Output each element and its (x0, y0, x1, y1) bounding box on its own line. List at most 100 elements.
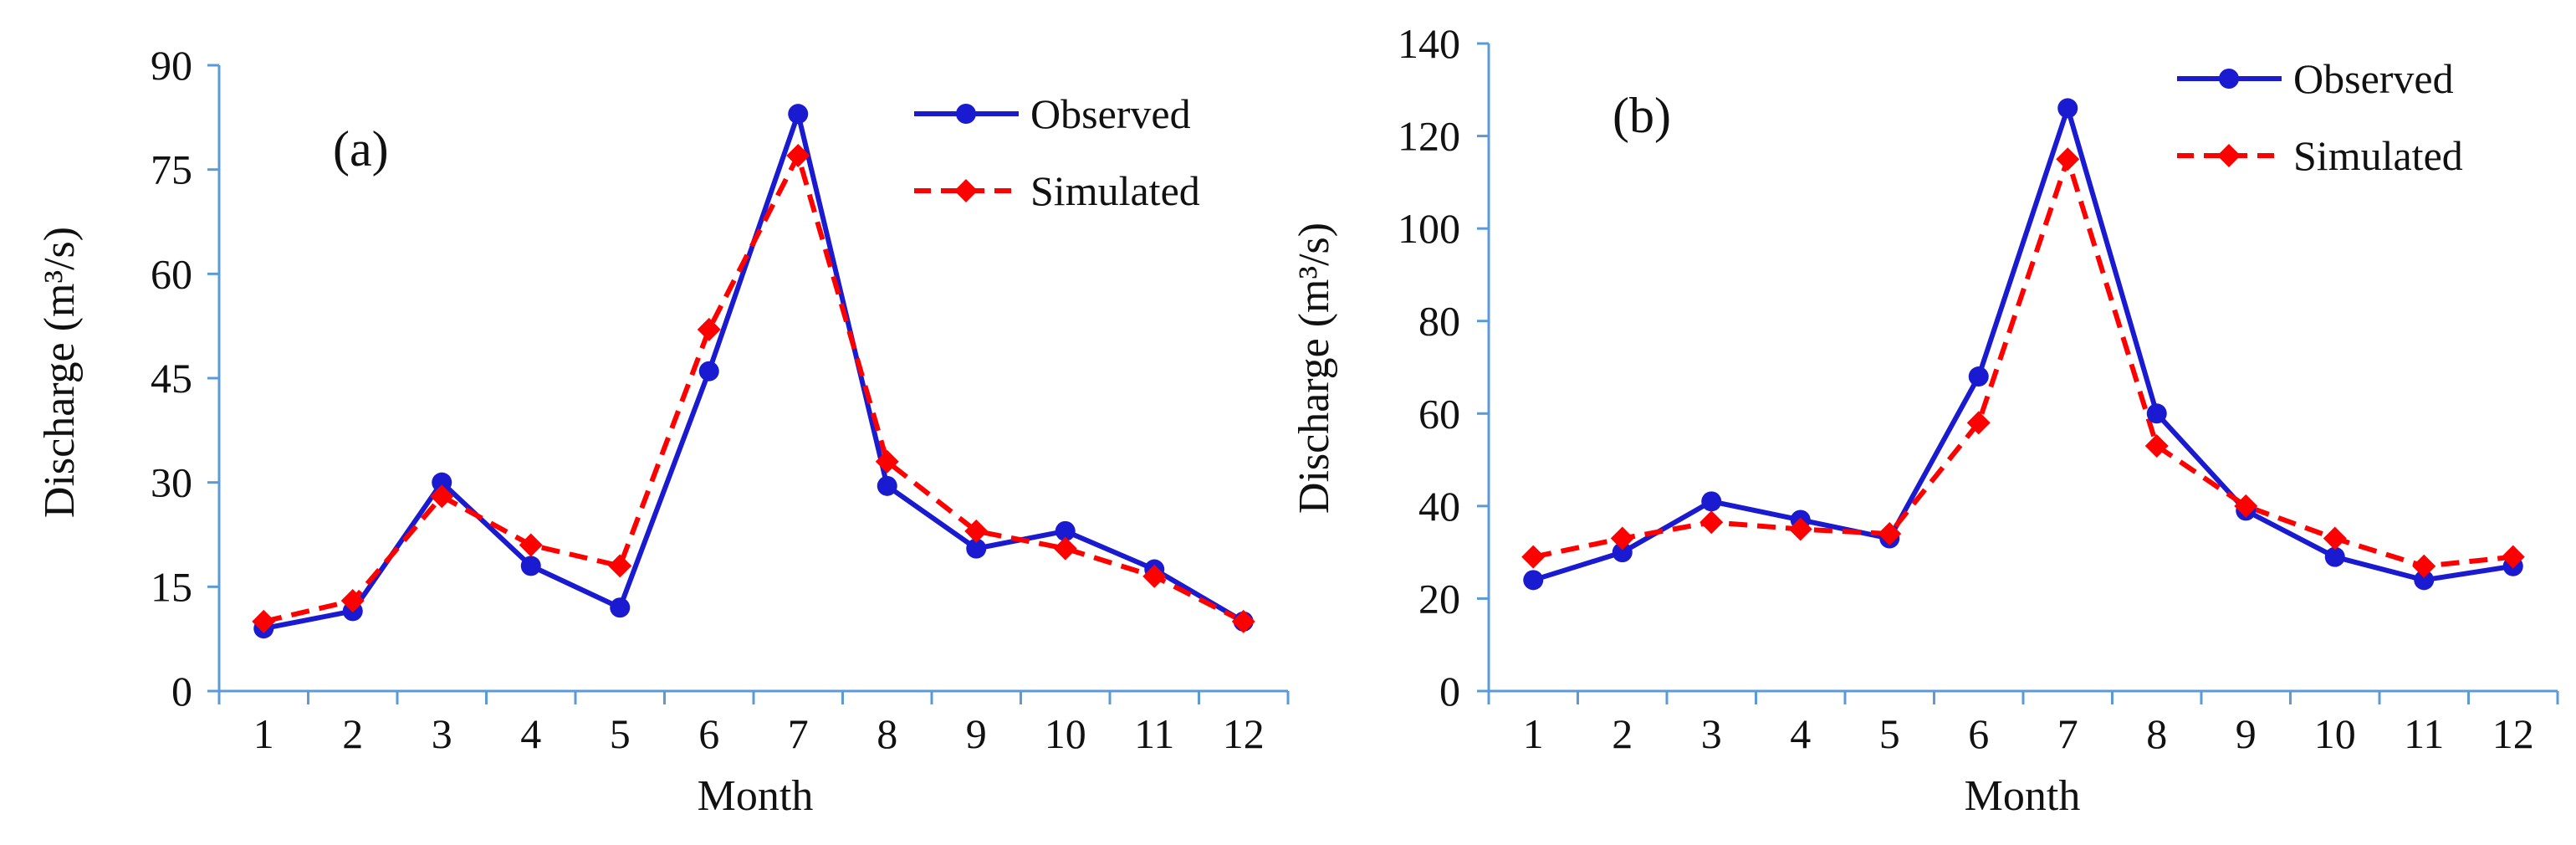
chart-b-x-tick-label: 11 (2404, 710, 2444, 757)
chart-b-series-layer (1521, 98, 2525, 591)
chart-a-y-tick-label: 15 (151, 563, 192, 610)
chart-b-simulated-point (2056, 147, 2080, 172)
chart-a-legend: Observed Simulated (914, 90, 1200, 214)
chart-a-series-simulated-line (263, 153, 1245, 624)
chart-a-x-tick-label: 8 (877, 710, 897, 757)
chart-b-x-tick-label: 8 (2146, 710, 2167, 757)
chart-a-simulated-point (519, 533, 543, 557)
chart-a-x-tick-label: 12 (1223, 710, 1265, 757)
chart-b-observed-point (2324, 546, 2345, 567)
chart-b-simulated-point (2323, 526, 2347, 551)
chart-a-simulated-point (608, 554, 632, 578)
chart-a-simulated-point (964, 519, 989, 543)
chart-b-x-tick-label: 1 (1523, 710, 1544, 757)
chart-b-legend-simulated: Simulated (2177, 132, 2463, 179)
chart-a-simulated-point (786, 144, 810, 168)
chart-b-x-axis-title: Month (1965, 772, 2081, 820)
chart-b-y-tick-label: 80 (1418, 298, 1460, 345)
chart-a-panel-label: (a) (333, 121, 389, 177)
chart-b-observed-point (2057, 98, 2078, 119)
chart-a-y-tick-label: 0 (171, 668, 192, 714)
chart-b-observed-point (1701, 491, 1722, 512)
chart-a-x-axis-title: Month (698, 772, 814, 820)
chart-a-observed-point (520, 556, 541, 576)
chart-a-y-tick-label: 30 (151, 459, 192, 506)
chart-b-x-tick-label: 3 (1701, 710, 1722, 757)
chart-b-y-tick-label: 100 (1398, 205, 1460, 252)
chart-a-x-tick-label: 7 (788, 710, 809, 757)
chart-a-simulated-point (697, 317, 721, 341)
chart-a-x-tick-label: 3 (432, 710, 452, 757)
chart-b-y-tick-label: 40 (1418, 483, 1460, 530)
chart-b-legend-simulated-label: Simulated (2293, 132, 2463, 179)
chart-b-x-tick-label: 10 (2314, 710, 2356, 757)
chart-a-y-tick-label: 60 (151, 250, 192, 297)
chart-b-x-tick-label: 5 (1879, 710, 1900, 757)
chart-a-x-tick-label: 6 (698, 710, 719, 757)
chart-b-x-tick-label: 7 (2057, 710, 2078, 757)
chart-a-y-axis-title: Discharge (m³/s) (36, 227, 84, 518)
chart-b-observed-point (1523, 570, 1544, 591)
chart-b-simulated-point (2412, 554, 2436, 578)
chart-a-simulated-point (1231, 609, 1255, 633)
chart-b-simulated-point (2234, 494, 2258, 518)
chart-b-legend: Observed Simulated (2177, 55, 2463, 179)
chart-b-panel-label: (b) (1613, 88, 1671, 143)
chart-b-simulated-point (1788, 517, 1812, 541)
chart-b-simulated-point (1610, 526, 1634, 551)
chart-a-simulated-point (430, 484, 454, 509)
chart-a-legend-simulated-label: Simulated (1030, 167, 1200, 214)
chart-b-simulated-point (1699, 510, 1724, 535)
chart-b-x-tick-label: 12 (2492, 710, 2534, 757)
chart-b-x-tick-label: 9 (2236, 710, 2257, 757)
chart-b-simulated-point (1966, 411, 1991, 435)
chart-b-simulated-point (2501, 545, 2525, 569)
chart-a-x-tick-label: 5 (610, 710, 631, 757)
chart-a-x-tick-label: 4 (520, 710, 541, 757)
chart-b-y-tick-label: 0 (1439, 668, 1460, 714)
chart-b-simulated-point (1878, 522, 1902, 546)
chart-a-legend-simulated: Simulated (914, 167, 1200, 214)
chart-a-simulated-point (252, 609, 276, 633)
chart-b-legend-observed: Observed (2177, 55, 2454, 102)
chart-a-x-tick-label: 2 (342, 710, 363, 757)
chart-a-observed-point (432, 472, 452, 493)
chart-b-x-tick-label: 6 (1968, 710, 1989, 757)
chart-a-series-layer (252, 104, 1255, 639)
chart-a-observed-point (788, 104, 809, 125)
chart-a-legend-observed-label: Observed (1030, 90, 1191, 137)
chart-a-legend-observed: Observed (914, 90, 1191, 137)
chart-a-x-tick-label: 1 (253, 710, 274, 757)
chart-a-observed-point (966, 538, 987, 559)
chart-b-series-observed-line (1532, 105, 2514, 583)
chart-a-simulated-point (875, 449, 899, 474)
chart-a-x-tick-label: 11 (1134, 710, 1174, 757)
chart-b-simulated-point (1521, 545, 1546, 569)
chart-a-simulated-point (1053, 536, 1077, 561)
chart-a-x-tick-label: 9 (966, 710, 987, 757)
chart-b-legend-observed-label: Observed (2293, 55, 2454, 102)
chart-a-y-tick-label: 45 (151, 355, 192, 402)
chart-b-observed-point (1968, 366, 1989, 387)
chart-a-x-tick-label: 10 (1045, 710, 1086, 757)
chart-b-y-tick-label: 60 (1418, 390, 1460, 437)
chart-a-simulated-point (340, 588, 365, 612)
chart-b-observed-point (1612, 542, 1633, 563)
chart-a-observed-point (877, 475, 897, 496)
chart-b-simulated-point (2144, 433, 2169, 458)
chart-b-observed-point (2146, 403, 2167, 424)
chart-a-observed-point (1055, 520, 1076, 541)
chart-b-observed-point (2414, 570, 2435, 591)
chart-b-x-tick-label: 2 (1612, 710, 1633, 757)
chart-a-simulated-point (1142, 564, 1167, 588)
chart-b-series-simulated-line (1532, 156, 2514, 569)
chart-a-y-tick-label: 90 (151, 42, 192, 89)
chart-a-y-tick-label: 75 (151, 146, 192, 193)
